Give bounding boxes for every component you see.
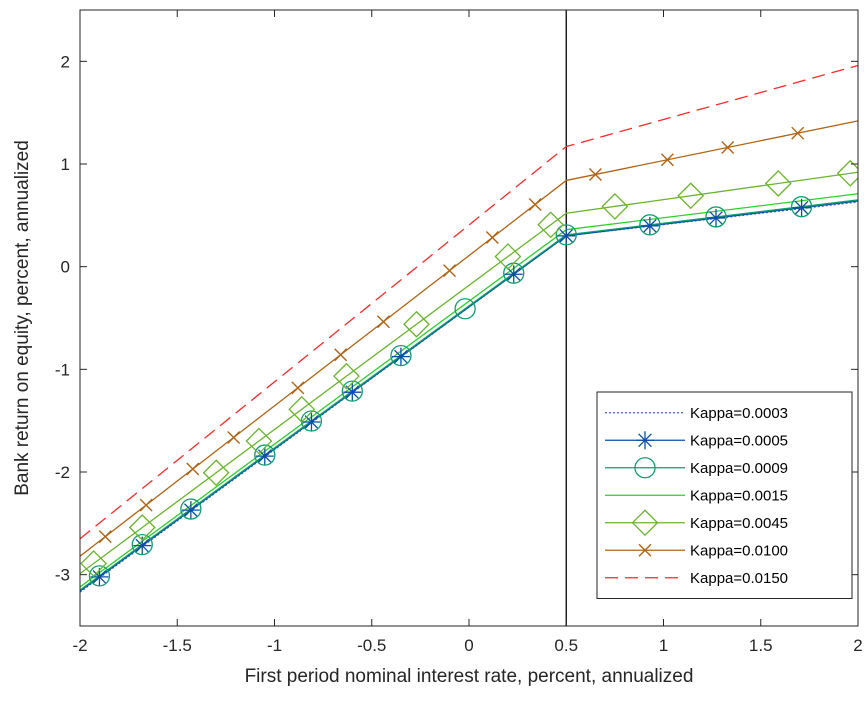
y-tick-label: 2 xyxy=(61,52,70,71)
series-3-marker-1 xyxy=(88,565,111,587)
series-2-marker-2 xyxy=(133,536,152,555)
legend-marker-5 xyxy=(631,509,659,537)
series-5-marker-7 xyxy=(403,310,430,338)
series-6-marker-7 xyxy=(376,315,390,329)
series-3-marker-4 xyxy=(254,444,276,466)
series-6-marker-13 xyxy=(721,140,735,154)
series-6-marker-14 xyxy=(791,126,805,140)
series-2-marker-9 xyxy=(557,226,576,245)
series-5-marker-13 xyxy=(836,159,858,187)
series-6-marker-1 xyxy=(98,530,112,544)
series-5-marker-8 xyxy=(494,243,522,270)
series-3-marker-13 xyxy=(790,196,813,218)
x-tick-label: -2 xyxy=(72,636,87,655)
legend-marker-2 xyxy=(636,431,654,450)
legend-label-2: Kappa=0.0005 xyxy=(690,432,788,449)
series-3-marker-10 xyxy=(555,224,577,246)
y-axis-label: Bank return on equity, percent, annualiz… xyxy=(12,140,33,496)
series-6-marker-2 xyxy=(139,498,153,512)
series-6-marker-6 xyxy=(334,348,348,362)
legend-label-4: Kappa=0.0015 xyxy=(690,487,788,504)
y-tick-label: -1 xyxy=(55,360,70,379)
series-5-marker-12 xyxy=(764,170,792,197)
legend-label-3: Kappa=0.0009 xyxy=(690,460,788,477)
series-3-marker-12 xyxy=(705,206,727,228)
series-3-marker-3 xyxy=(180,498,202,520)
series-5-marker-5 xyxy=(288,395,316,423)
series-3-marker-2 xyxy=(131,533,153,556)
series-2-marker-7 xyxy=(391,347,410,366)
series-2-marker-4 xyxy=(255,447,274,466)
series-6-marker-3 xyxy=(186,462,200,476)
x-tick-label: -1.5 xyxy=(163,636,192,655)
series-5-marker-3 xyxy=(202,459,230,487)
series-6-marker-9 xyxy=(485,231,499,245)
series-line-6 xyxy=(80,120,858,557)
series-3-marker-11 xyxy=(639,214,661,236)
data-group xyxy=(80,10,858,626)
series-5-marker-9 xyxy=(537,211,565,239)
x-tick-label: -0.5 xyxy=(357,636,386,655)
series-5-marker-2 xyxy=(128,514,156,541)
series-5-marker-4 xyxy=(245,427,273,455)
legend-label-7: Kappa=0.0150 xyxy=(690,570,788,587)
series-3-marker-6 xyxy=(341,380,363,402)
series-5-marker-11 xyxy=(677,182,705,210)
series-6-marker-10 xyxy=(528,197,542,211)
legend-label-5: Kappa=0.0045 xyxy=(690,515,788,532)
series-2-marker-8 xyxy=(504,265,523,284)
legend-label-6: Kappa=0.0100 xyxy=(690,542,788,559)
x-tick-label: 1.5 xyxy=(749,636,773,655)
series-2-marker-12 xyxy=(792,198,811,217)
series-6-marker-4 xyxy=(227,430,241,444)
series-6-marker-11 xyxy=(588,167,602,181)
series-2-marker-3 xyxy=(181,501,200,520)
x-tick-label: 2 xyxy=(853,636,862,655)
legend-label-1: Kappa=0.0003 xyxy=(690,405,788,422)
legend-marker-3 xyxy=(634,457,656,479)
series-2-marker-10 xyxy=(640,216,659,235)
series-2-marker-1 xyxy=(90,567,109,586)
x-axis-label: First period nominal interest rate, perc… xyxy=(245,666,694,687)
series-3-marker-7 xyxy=(390,344,412,367)
x-tick-label: -1 xyxy=(267,636,282,655)
legend-marker-6 xyxy=(638,543,652,557)
series-5-marker-6 xyxy=(333,362,360,390)
y-tick-label: 0 xyxy=(61,258,70,277)
series-5-marker-1 xyxy=(80,550,108,577)
y-tick-label: 1 xyxy=(61,155,70,174)
y-tick-label: -3 xyxy=(55,566,70,585)
series-2-marker-5 xyxy=(302,413,321,432)
x-tick-label: 1 xyxy=(659,636,668,655)
series-2-marker-6 xyxy=(343,383,362,402)
series-6-marker-12 xyxy=(660,153,674,167)
series-line-5 xyxy=(80,171,858,575)
series-6-marker-5 xyxy=(291,381,305,395)
series-6-marker-8 xyxy=(443,264,457,278)
y-tick-label: -2 xyxy=(55,463,70,482)
series-line-7 xyxy=(80,64,858,540)
series-3-marker-8 xyxy=(454,298,476,320)
series-2-marker-11 xyxy=(707,208,726,227)
x-tick-label: 0 xyxy=(464,636,473,655)
series-5-marker-10 xyxy=(601,193,629,220)
x-tick-label: 0.5 xyxy=(554,636,578,655)
